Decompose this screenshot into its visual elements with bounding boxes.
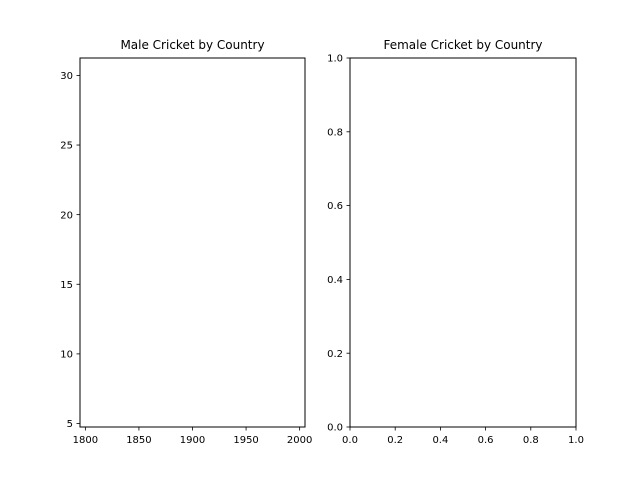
male-ticks: 1800 1850 1900 1950 2000 5 10 15 20 25 30 [60, 71, 312, 446]
female-x-tick-label: 1.0 [568, 435, 584, 446]
male-y-tick-label: 10 [60, 349, 73, 360]
male-x-tick-label: 1850 [126, 435, 151, 446]
female-ticks: 0.0 0.2 0.4 0.6 0.8 1.0 0.0 0.2 0.4 0.6 0.8 1.0 [327, 54, 584, 446]
female-y-tick-label: 0.2 [327, 349, 343, 360]
male-y-tick-label: 20 [60, 210, 73, 221]
female-x-tick-label: 0.4 [432, 435, 448, 446]
female-y-tick-label: 0.8 [327, 127, 343, 138]
male-x-tick-label: 1800 [73, 435, 98, 446]
female-y-tick-label: 0.0 [327, 423, 343, 434]
male-cricket-axes: 1800 1850 1900 1950 2000 5 10 15 20 25 30 Male Cri… [60, 38, 312, 446]
male-y-tick-label: 25 [60, 141, 73, 152]
male-x-tick-label: 1950 [233, 435, 258, 446]
male-x-tick-label: 1900 [180, 435, 205, 446]
female-axes-frame [349, 57, 577, 428]
female-x-tick-label: 0.6 [478, 435, 494, 446]
female-y-tick-label: 1.0 [327, 54, 343, 65]
female-cricket-axes: 0.0 0.2 0.4 0.6 0.8 1.0 0.0 0.2 0.4 0.6 0.8 1.0 Fem… [327, 38, 584, 446]
female-chart-title: Female Cricket by Country [383, 38, 542, 52]
male-y-tick-label: 30 [60, 71, 73, 82]
female-x-tick-label: 0.8 [523, 435, 539, 446]
female-x-tick-label: 0.0 [342, 435, 358, 446]
male-y-tick-label: 15 [60, 280, 73, 291]
male-y-tick-label: 5 [67, 419, 73, 430]
female-x-tick-label: 0.2 [387, 435, 403, 446]
female-plot-area [350, 58, 576, 427]
male-axes-frame [79, 57, 306, 428]
male-x-tick-label: 2000 [287, 435, 312, 446]
female-y-tick-label: 0.6 [327, 201, 343, 212]
male-chart-title: Male Cricket by Country [120, 38, 264, 52]
female-y-tick-label: 0.4 [327, 275, 343, 286]
male-plot-area [80, 58, 305, 427]
